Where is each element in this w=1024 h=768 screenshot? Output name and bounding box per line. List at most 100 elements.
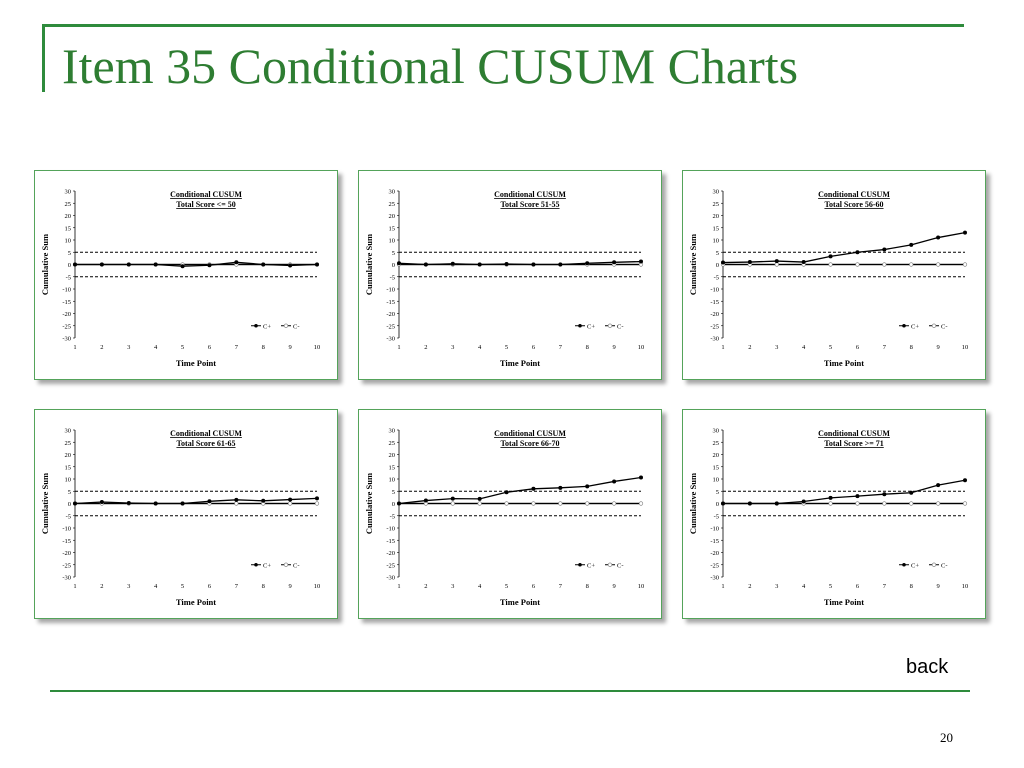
x-tick-label: 1 bbox=[73, 583, 76, 590]
legend-marker-c-plus bbox=[578, 323, 582, 328]
x-tick-label: 4 bbox=[478, 344, 482, 351]
cusum-chart-panel-3: 30 25 20 15 10 5 0 -5 -10 -15 -20 -25 -30 1 2 3 4 5 6 7 8 9 10… bbox=[682, 170, 986, 380]
legend-label-c-minus: C- bbox=[941, 323, 948, 330]
x-tick-label: 7 bbox=[883, 344, 887, 351]
data-point-c-plus bbox=[531, 262, 536, 267]
data-point-c-minus bbox=[882, 262, 887, 267]
x-tick-label: 3 bbox=[127, 583, 130, 590]
y-tick-label: -5 bbox=[66, 513, 71, 520]
legend-marker-c-plus bbox=[254, 323, 258, 328]
data-point-c-plus bbox=[801, 260, 806, 265]
data-point-c-plus bbox=[774, 501, 779, 506]
cusum-chart-svg: 30 25 20 15 10 5 0 -5 -10 -15 -20 -25 -301 2 3 4 5 6 7 8 9 10… bbox=[688, 189, 968, 369]
data-point-c-plus bbox=[504, 262, 509, 267]
data-point-c-minus bbox=[962, 501, 968, 506]
y-tick-label: 10 bbox=[65, 238, 72, 245]
data-point-c-plus bbox=[612, 479, 617, 484]
series-line-c-plus bbox=[722, 232, 966, 264]
y-tick-label: -25 bbox=[386, 562, 395, 569]
legend-label-c-plus: C+ bbox=[587, 323, 595, 330]
legend-marker-c-plus bbox=[578, 562, 582, 567]
data-point-c-plus bbox=[721, 501, 725, 506]
y-tick-label: 25 bbox=[65, 201, 72, 208]
legend-label-c-plus: C+ bbox=[587, 562, 595, 569]
y-tick-label: 10 bbox=[713, 477, 720, 484]
legend-label-c-plus: C+ bbox=[263, 323, 271, 330]
x-tick-label: 2 bbox=[748, 344, 751, 351]
y-tick-label: -30 bbox=[62, 336, 71, 343]
x-tick-label: 5 bbox=[181, 583, 184, 590]
y-tick-label: -25 bbox=[62, 323, 71, 330]
x-tick-label: 9 bbox=[936, 583, 939, 590]
x-tick-label: 4 bbox=[802, 344, 806, 351]
cusum-chart-svg: 30 25 20 15 10 5 0 -5 -10 -15 -20 -25 -301 2 3 4 5 6 7 8 9 10… bbox=[40, 428, 321, 608]
legend-label-c-plus: C+ bbox=[911, 323, 919, 330]
back-link[interactable]: back bbox=[906, 656, 949, 678]
data-point-c-minus bbox=[531, 501, 536, 506]
data-point-c-minus bbox=[314, 501, 320, 506]
x-tick-label: 3 bbox=[127, 344, 130, 351]
data-point-c-plus bbox=[963, 478, 967, 483]
x-tick-label: 10 bbox=[314, 583, 321, 590]
y-tick-label: 25 bbox=[389, 440, 396, 447]
data-point-c-minus bbox=[612, 501, 617, 506]
x-tick-label: 8 bbox=[910, 583, 913, 590]
data-point-c-plus bbox=[153, 262, 158, 267]
y-tick-label: 20 bbox=[65, 452, 72, 459]
data-point-c-minus bbox=[828, 262, 833, 267]
y-tick-label: 15 bbox=[389, 464, 396, 471]
x-tick-label: 10 bbox=[962, 583, 969, 590]
chart-title: Conditional CUSUM bbox=[170, 190, 242, 199]
x-tick-label: 8 bbox=[262, 344, 265, 351]
legend-marker-c-minus bbox=[283, 323, 289, 328]
title-accent-vertical-rule bbox=[42, 26, 45, 92]
legend-marker-c-minus bbox=[931, 323, 937, 328]
data-point-c-minus bbox=[882, 501, 887, 506]
data-point-c-plus bbox=[153, 501, 158, 506]
x-tick-label: 4 bbox=[154, 344, 158, 351]
y-tick-label: -20 bbox=[62, 311, 71, 318]
x-tick-label: 9 bbox=[612, 583, 615, 590]
x-tick-label: 10 bbox=[638, 344, 645, 351]
x-tick-label: 3 bbox=[775, 344, 778, 351]
y-tick-label: -25 bbox=[710, 562, 719, 569]
legend-marker-c-plus bbox=[902, 323, 906, 328]
data-point-c-plus bbox=[73, 262, 77, 267]
y-axis-label: Cumulative Sum bbox=[364, 234, 374, 295]
y-tick-label: 30 bbox=[389, 428, 396, 435]
y-tick-label: 10 bbox=[65, 477, 72, 484]
data-point-c-minus bbox=[450, 501, 455, 506]
footer-rule bbox=[50, 690, 970, 692]
x-tick-label: 2 bbox=[100, 344, 103, 351]
data-point-c-plus bbox=[855, 494, 860, 499]
data-point-c-plus bbox=[423, 498, 428, 503]
x-tick-label: 1 bbox=[721, 583, 724, 590]
y-tick-label: -30 bbox=[386, 575, 395, 582]
x-tick-label: 6 bbox=[208, 583, 212, 590]
x-axis-label: Time Point bbox=[824, 358, 864, 368]
x-tick-label: 1 bbox=[397, 344, 400, 351]
x-tick-label: 6 bbox=[208, 344, 212, 351]
x-tick-label: 3 bbox=[451, 583, 454, 590]
x-tick-label: 10 bbox=[638, 583, 645, 590]
y-tick-label: 30 bbox=[389, 189, 396, 196]
x-tick-label: 1 bbox=[397, 583, 400, 590]
data-point-c-minus bbox=[962, 262, 968, 267]
y-tick-label: 5 bbox=[68, 250, 71, 257]
data-point-c-minus bbox=[585, 501, 590, 506]
data-point-c-plus bbox=[477, 262, 482, 267]
data-point-c-plus bbox=[882, 492, 887, 497]
data-point-c-plus bbox=[477, 496, 482, 501]
x-axis-label: Time Point bbox=[176, 597, 216, 607]
y-tick-label: 20 bbox=[713, 452, 720, 459]
x-tick-label: 7 bbox=[559, 344, 563, 351]
data-point-c-minus bbox=[288, 501, 293, 506]
y-tick-label: 25 bbox=[65, 440, 72, 447]
cusum-chart-panel-5: 30 25 20 15 10 5 0 -5 -10 -15 -20 -25 -30 1 2 3 4 5 6 7 8 9 10… bbox=[358, 409, 662, 619]
y-tick-label: -5 bbox=[714, 513, 719, 520]
y-tick-label: 5 bbox=[68, 489, 71, 496]
y-tick-label: 15 bbox=[65, 225, 72, 232]
y-tick-label: 5 bbox=[392, 489, 395, 496]
x-tick-label: 9 bbox=[612, 344, 615, 351]
data-point-c-plus bbox=[558, 262, 563, 267]
